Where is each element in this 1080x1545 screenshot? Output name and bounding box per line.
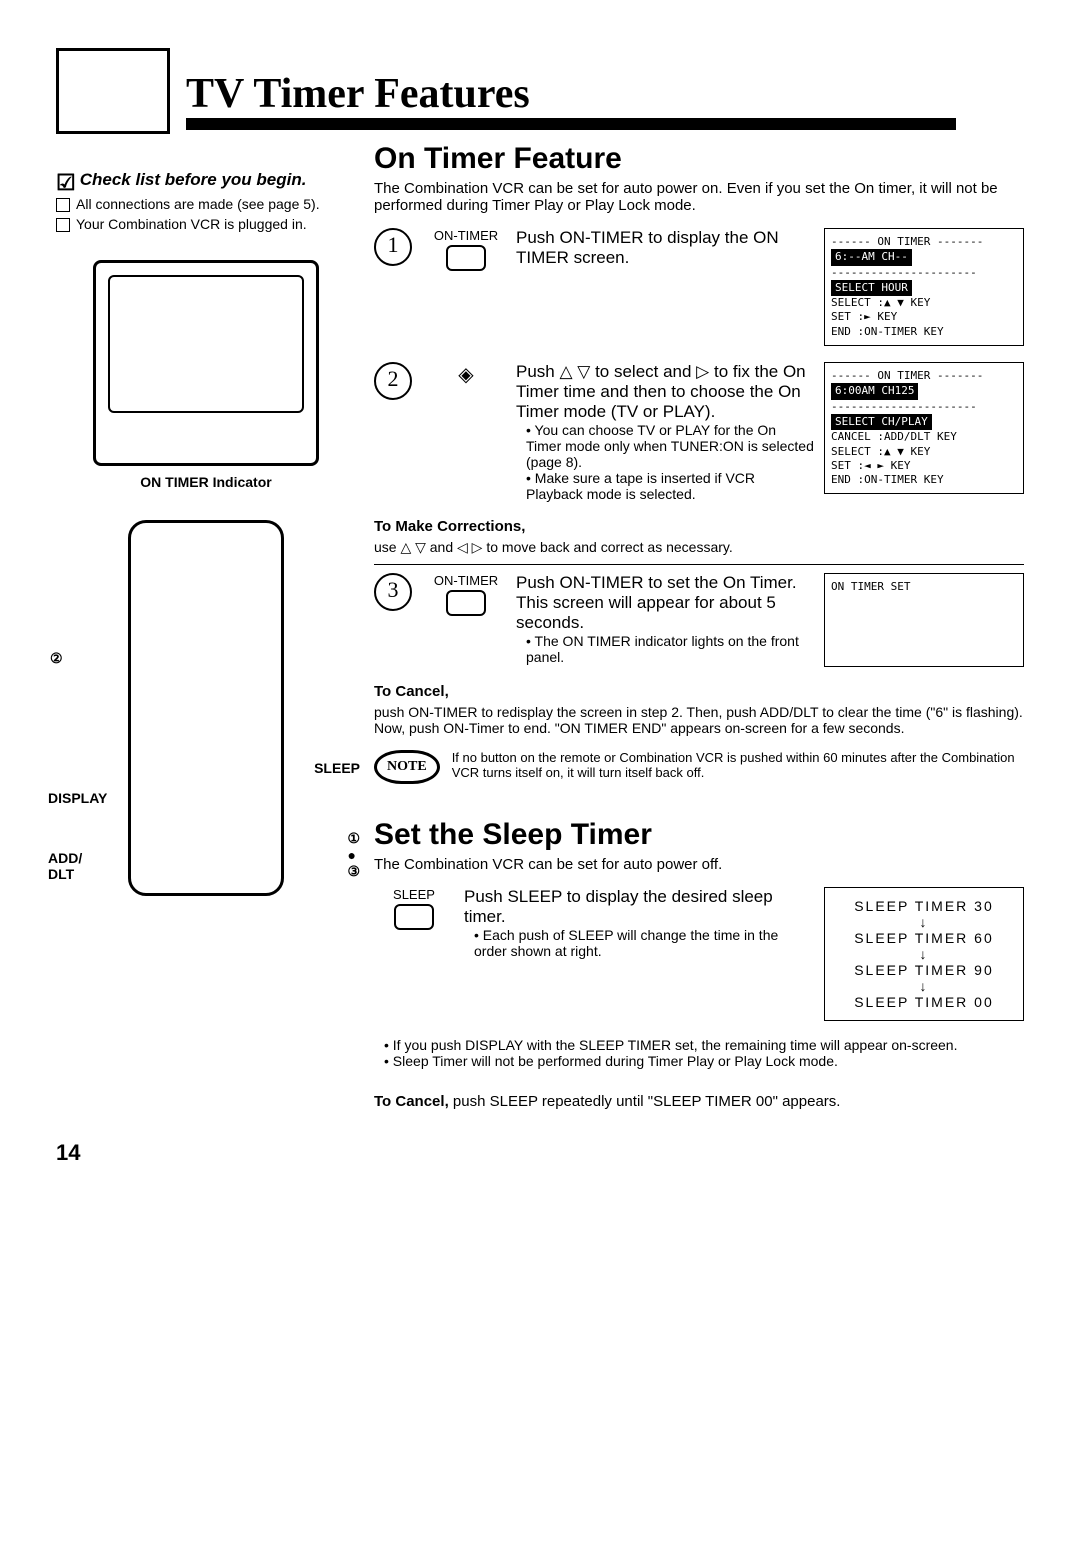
screen-line: END :ON-TIMER KEY <box>831 325 1017 339</box>
step-1: 1 ON-TIMER Push ON-TIMER to display the … <box>374 228 1024 346</box>
checklist-title: Check list before you begin. <box>80 170 307 190</box>
page-title: TV Timer Features <box>186 70 956 130</box>
display-label: DISPLAY <box>48 790 107 806</box>
cancel-heading: To Cancel, <box>374 683 1024 700</box>
tv-logo-icon <box>56 48 170 134</box>
screen-line-inverse: 6:00AM CH125 <box>831 383 918 399</box>
add-dlt-label: ADD/ DLT <box>48 850 82 882</box>
step-2: 2 ◈ Push △ ▽ to select and ▷ to fix the … <box>374 362 1024 502</box>
on-timer-intro: The Combination VCR can be set for auto … <box>374 180 1024 214</box>
step-number-icon: 3 <box>374 573 412 611</box>
sleep-cancel: To Cancel, To Cancel, push SLEEP repeate… <box>374 1093 1024 1110</box>
sleep-bullet: • Sleep Timer will not be performed duri… <box>384 1053 1024 1069</box>
arrow-pad-icon: ◈ <box>426 362 506 387</box>
checklist-item: All connections are made (see page 5). <box>56 196 356 212</box>
sleep-intro: The Combination VCR can be set for auto … <box>374 856 1024 873</box>
button-icon <box>446 245 486 271</box>
bullet-text: Each push of SLEEP will change the time … <box>474 927 778 959</box>
screen-line: END :ON-TIMER KEY <box>831 473 1017 487</box>
cycle-item: SLEEP TIMER 60 <box>835 930 1013 946</box>
step-number-icon: 2 <box>374 362 412 400</box>
screen-display-1: ------ ON TIMER ------- 6:--AM CH-- ----… <box>824 228 1024 346</box>
corrections-text: use △ ▽ and ◁ ▷ to move back and correct… <box>374 539 1024 556</box>
indicator-caption: ON TIMER Indicator <box>56 474 356 490</box>
step-2-bullet: • You can choose TV or PLAY for the On T… <box>526 422 814 470</box>
title-row: TV Timer Features <box>56 48 1024 134</box>
cycle-item: SLEEP TIMER 30 <box>835 898 1013 914</box>
bullet-text: Sleep Timer will not be performed during… <box>393 1053 838 1069</box>
checkmark-icon: ☑ <box>56 170 76 196</box>
checkbox-icon <box>56 218 70 232</box>
screen-line: SELECT :▲ ▼ KEY <box>831 296 1017 310</box>
separator <box>374 564 1024 565</box>
sleep-heading: Set the Sleep Timer <box>374 818 1024 852</box>
right-column: On Timer Feature The Combination VCR can… <box>374 134 1024 1110</box>
screen-line: ------ ON TIMER ------- <box>831 369 1017 383</box>
sleep-step-bullet: • Each push of SLEEP will change the tim… <box>474 927 814 959</box>
btn-text: ON-TIMER <box>434 228 498 243</box>
checklist-text: Your Combination VCR is plugged in. <box>76 216 307 232</box>
screen-display-2: ------ ON TIMER ------- 6:00AM CH125 ---… <box>824 362 1024 494</box>
step-2-bullet: • Make sure a tape is inserted if VCR Pl… <box>526 470 814 502</box>
checklist-item: Your Combination VCR is plugged in. <box>56 216 356 232</box>
bullet-text: Make sure a tape is inserted if VCR Play… <box>526 470 755 502</box>
sleep-button-label: SLEEP <box>374 887 454 930</box>
btn-text: ON-TIMER <box>434 573 498 588</box>
step-2-text: Push △ ▽ to select and ▷ to fix the On T… <box>516 362 814 422</box>
sleep-cycle-box: SLEEP TIMER 30 ↓ SLEEP TIMER 60 ↓ SLEEP … <box>824 887 1024 1021</box>
cycle-item: SLEEP TIMER 00 <box>835 994 1013 1010</box>
screen-line: CANCEL :ADD/DLT KEY <box>831 430 1017 444</box>
step-1-text: Push ON-TIMER to display the ON TIMER sc… <box>516 228 814 268</box>
note-box: NOTE If no button on the remote or Combi… <box>374 750 1024 784</box>
left-column: ☑ Check list before you begin. All conne… <box>56 134 356 1110</box>
btn-text: SLEEP <box>393 887 435 902</box>
on-timer-button-label: ON-TIMER <box>426 573 506 616</box>
step-3-bullet: • The ON TIMER indicator lights on the f… <box>526 633 814 665</box>
sleep-label: SLEEP <box>314 760 360 776</box>
remote-illustration-wrap: ② SLEEP DISPLAY ①●③ ADD/ DLT <box>56 520 356 896</box>
sleep-step-text: Push SLEEP to display the desired sleep … <box>464 887 814 927</box>
checkbox-icon <box>56 198 70 212</box>
screen-line: SET :► KEY <box>831 310 1017 324</box>
note-text: If no button on the remote or Combinatio… <box>452 750 1024 780</box>
corrections-heading: To Make Corrections, <box>374 518 1024 535</box>
screen-line-inverse: SELECT CH/PLAY <box>831 414 932 430</box>
screen-line: SET :◄ ► KEY <box>831 459 1017 473</box>
screen-line-inverse: SELECT HOUR <box>831 280 912 296</box>
note-badge: NOTE <box>374 750 440 784</box>
sleep-bullet: • If you push DISPLAY with the SLEEP TIM… <box>384 1037 1024 1053</box>
arrow-down-icon: ↓ <box>835 914 1013 930</box>
step-3: 3 ON-TIMER Push ON-TIMER to set the On T… <box>374 573 1024 667</box>
screen-line: SELECT :▲ ▼ KEY <box>831 445 1017 459</box>
screen-line: ------ ON TIMER ------- <box>831 235 1017 249</box>
screen-line-inverse: 6:--AM CH-- <box>831 249 912 265</box>
remote-illustration <box>128 520 284 896</box>
sleep-step: SLEEP Push SLEEP to display the desired … <box>374 887 1024 1021</box>
step-number-icon: 1 <box>374 228 412 266</box>
arrow-down-icon: ↓ <box>835 946 1013 962</box>
screen-line: ON TIMER SET <box>831 580 910 593</box>
checklist-text: All connections are made (see page 5). <box>76 196 320 212</box>
tv-illustration <box>93 260 319 466</box>
page-number: 14 <box>56 1140 1024 1166</box>
button-icon <box>394 904 434 930</box>
step-3-text: Push ON-TIMER to set the On Timer. This … <box>516 573 814 633</box>
bullet-text: If you push DISPLAY with the SLEEP TIMER… <box>393 1037 958 1053</box>
on-timer-button-label: ON-TIMER <box>426 228 506 271</box>
bullet-text: The ON TIMER indicator lights on the fro… <box>526 633 799 665</box>
arrow-down-icon: ↓ <box>835 978 1013 994</box>
on-timer-heading: On Timer Feature <box>374 142 1024 176</box>
bullet-text: You can choose TV or PLAY for the On Tim… <box>526 422 814 470</box>
cycle-item: SLEEP TIMER 90 <box>835 962 1013 978</box>
button-icon <box>446 590 486 616</box>
cancel-text: push ON-TIMER to redisplay the screen in… <box>374 704 1024 736</box>
screen-display-3: ON TIMER SET <box>824 573 1024 667</box>
